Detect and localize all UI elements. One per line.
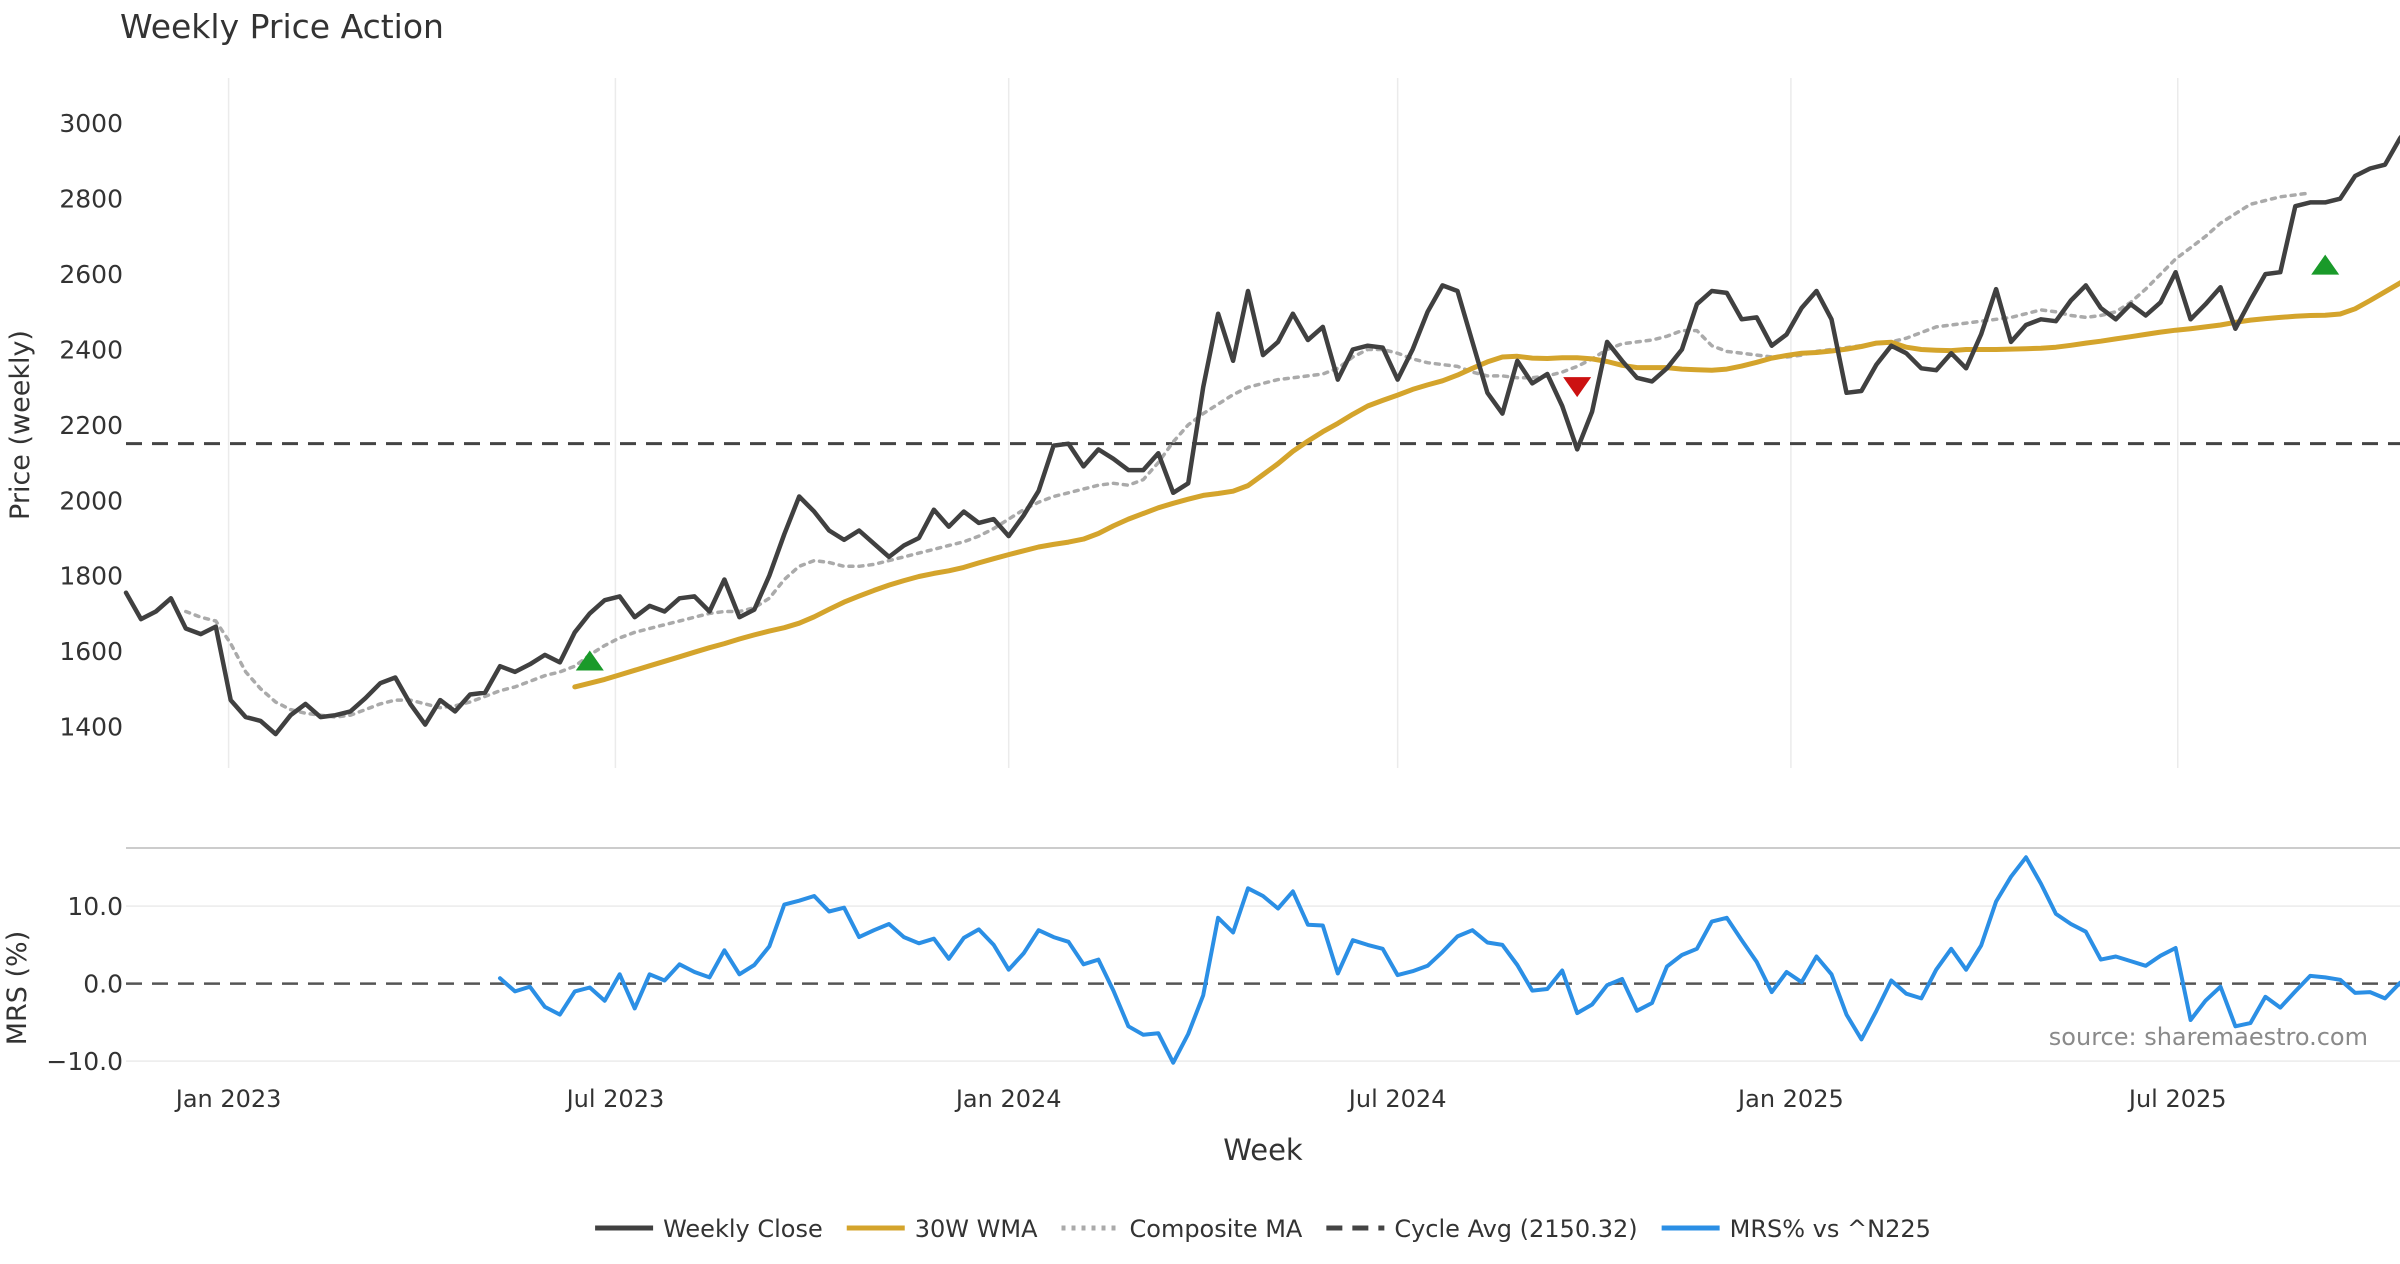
mrs-y-tick-label: 10.0 bbox=[67, 892, 123, 921]
price-y-tick-label: 2200 bbox=[59, 411, 123, 440]
buy-signal-marker bbox=[575, 650, 604, 671]
price-y-tick-label: 1600 bbox=[59, 637, 123, 666]
x-tick-label: Jan 2023 bbox=[174, 1085, 282, 1113]
legend-label: Composite MA bbox=[1130, 1215, 1303, 1243]
price-y-tick-label: 3000 bbox=[59, 109, 123, 138]
legend-label: Weekly Close bbox=[663, 1215, 823, 1243]
x-tick-label: Jul 2023 bbox=[565, 1085, 665, 1113]
price-y-tick-label: 2400 bbox=[59, 335, 123, 364]
source-note: source: sharemaestro.com bbox=[2049, 1023, 2368, 1051]
sell-signal-marker bbox=[1563, 377, 1592, 398]
buy-signal-marker bbox=[2311, 254, 2340, 275]
legend-label: 30W WMA bbox=[915, 1215, 1038, 1243]
composite-ma-line bbox=[184, 191, 2312, 719]
chart-title: Weekly Price Action bbox=[120, 7, 444, 46]
grid-layer bbox=[126, 78, 2400, 1062]
x-tick-label: Jan 2025 bbox=[1736, 1085, 1844, 1113]
mrs-axis-label: MRS (%) bbox=[2, 931, 33, 1046]
wma-30w-line bbox=[572, 280, 2400, 690]
mrs-y-tick-label: 0.0 bbox=[83, 970, 123, 999]
signal-markers bbox=[575, 254, 2340, 671]
x-tick-label: Jul 2025 bbox=[2127, 1085, 2227, 1113]
legend-label: Cycle Avg (2150.32) bbox=[1394, 1215, 1637, 1243]
price-axis-label: Price (weekly) bbox=[5, 330, 36, 520]
price-y-tick-label: 1800 bbox=[59, 562, 123, 591]
price-y-tick-label: 2600 bbox=[59, 260, 123, 289]
legend: Weekly Close 30W WMA Composite MA Cycle Avg… bbox=[595, 1215, 1931, 1243]
tick-labels: Jan 2023 Jul 2023 Jan 2024 Jul 2024 Jan 2025… bbox=[46, 109, 2226, 1113]
x-tick-label: Jan 2024 bbox=[954, 1085, 1062, 1113]
x-axis-label: Week bbox=[1223, 1133, 1303, 1167]
series-layer bbox=[123, 134, 2400, 1065]
mrs-line bbox=[498, 855, 2400, 1065]
weekly-close-line bbox=[123, 134, 2400, 737]
mrs-y-tick-label: −10.0 bbox=[46, 1047, 123, 1076]
x-tick-label: Jul 2024 bbox=[1347, 1085, 1447, 1113]
price-y-tick-label: 2000 bbox=[59, 486, 123, 515]
legend-label: MRS% vs ^N225 bbox=[1730, 1215, 1931, 1243]
price-y-tick-label: 1400 bbox=[59, 713, 123, 742]
price-y-tick-label: 2800 bbox=[59, 185, 123, 214]
